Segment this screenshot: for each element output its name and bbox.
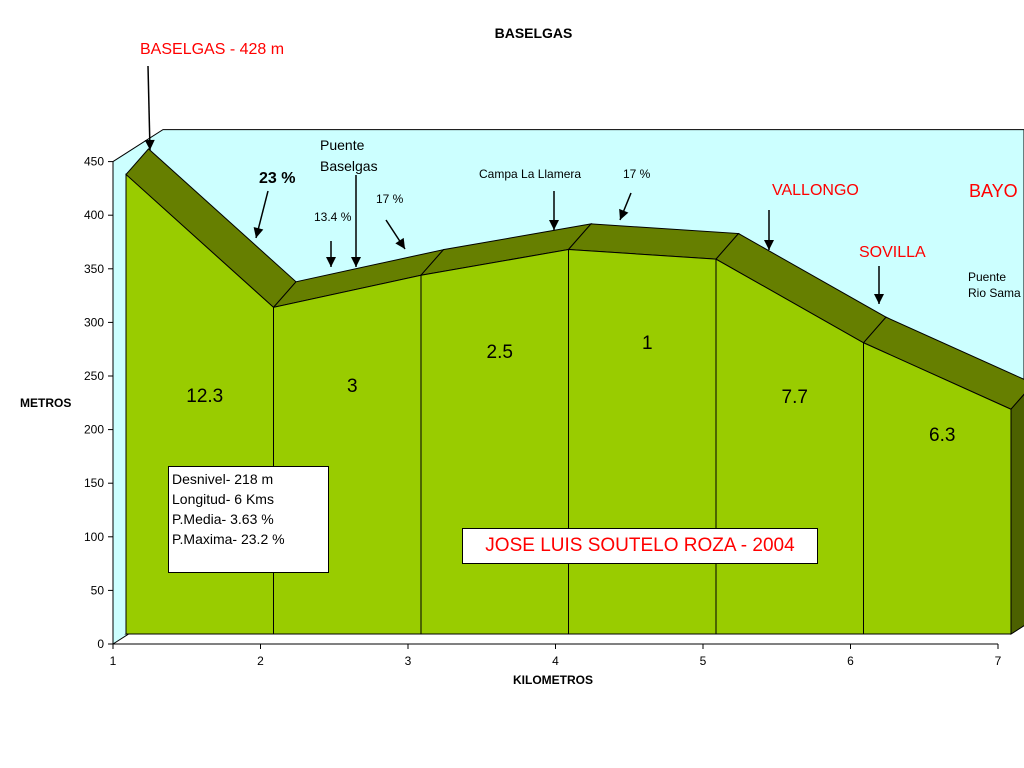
segment-gradient-label: 7.7 xyxy=(782,387,808,408)
bayo-label: BAYO xyxy=(969,181,1018,201)
grade-17-arrow xyxy=(619,192,632,221)
y-tick-label: 350 xyxy=(84,262,104,276)
x-tick-label: 2 xyxy=(257,654,264,668)
vallongo-label: VALLONGO xyxy=(772,182,859,199)
vallongo-arrow xyxy=(764,210,774,250)
author-credit: JOSE LUIS SOUTELO ROZA - 2004 xyxy=(462,528,818,564)
y-tick-label: 50 xyxy=(91,583,105,597)
segment-gradient-label: 3 xyxy=(347,376,358,397)
y-tick-label: 0 xyxy=(97,637,104,651)
summit-label: BASELGAS - 428 m xyxy=(140,41,284,58)
stat-pendiente-media: P.Media- 3.63 % xyxy=(172,511,274,527)
y-tick-label: 200 xyxy=(84,423,104,437)
puente-rio-label: Puente xyxy=(968,270,1006,284)
x-axis-label: KILOMETROS xyxy=(513,673,593,687)
stat-desnivel: Desnivel- 218 m xyxy=(172,471,274,487)
x-tick-label: 5 xyxy=(700,654,707,668)
x-tick-label: 4 xyxy=(552,654,559,668)
campa-arrow xyxy=(549,191,559,230)
x-tick-label: 3 xyxy=(405,654,412,668)
route-stats-box: Desnivel- 218 m Longitud- 6 Kms P.Media-… xyxy=(168,466,329,573)
puente-baselgas-label: Baselgas xyxy=(320,158,378,174)
puente-baselgas-label: Puente xyxy=(320,137,365,153)
segment-gradient-label: 1 xyxy=(642,333,653,354)
y-tick-label: 450 xyxy=(84,155,104,169)
x-axis: 1 2 3 4 5 6 7 xyxy=(110,643,1002,668)
y-tick-label: 150 xyxy=(84,476,104,490)
profile-annotations: BASELGAS - 428 m 23 % Puente Baselgas 13.4 %… xyxy=(140,41,1021,304)
grade-23-label: 23 % xyxy=(259,170,295,187)
grade-17-label: 17 % xyxy=(623,167,651,181)
y-axis: 0 50 100 150 200 250 300 350 400 450 xyxy=(84,155,114,651)
puente-baselgas-arrow xyxy=(351,175,361,267)
y-axis-label: METROS xyxy=(20,396,72,410)
puente-rio-label: Rio Sama xyxy=(968,286,1021,300)
segment-gradient-label: 6.3 xyxy=(929,425,955,446)
segment-gradient-labels: 12.3 3 2.5 1 7.7 6.3 xyxy=(186,333,955,446)
grade-13-4-arrow xyxy=(326,241,336,267)
grade-17-label: 17 % xyxy=(376,192,404,206)
grade-23-arrow xyxy=(253,190,269,239)
x-tick-label: 6 xyxy=(847,654,854,668)
y-tick-label: 100 xyxy=(84,530,104,544)
y-tick-label: 300 xyxy=(84,315,104,329)
x-tick-label: 7 xyxy=(995,654,1002,668)
y-tick-label: 400 xyxy=(84,208,104,222)
summit-arrow xyxy=(144,65,155,151)
sovilla-label: SOVILLA xyxy=(859,244,926,261)
y-tick-label: 250 xyxy=(84,369,104,383)
grade-17-arrow xyxy=(385,219,406,250)
stat-pendiente-maxima: P.Maxima- 23.2 % xyxy=(172,531,285,547)
profile-segments xyxy=(125,148,1024,635)
profile-right-face xyxy=(1010,393,1024,635)
x-tick-label: 1 xyxy=(110,654,117,668)
segment-gradient-label: 12.3 xyxy=(186,386,223,407)
chart-title: BASELGAS xyxy=(494,25,573,41)
campa-label: Campa La Llamera xyxy=(479,167,581,181)
sovilla-arrow xyxy=(874,266,884,304)
segment-gradient-label: 2.5 xyxy=(487,342,513,363)
stat-longitud: Longitud- 6 Kms xyxy=(172,491,274,507)
grade-13-4-label: 13.4 % xyxy=(314,210,352,224)
